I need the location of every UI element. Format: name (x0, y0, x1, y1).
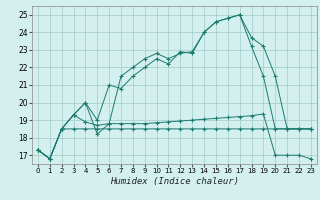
X-axis label: Humidex (Indice chaleur): Humidex (Indice chaleur) (110, 177, 239, 186)
